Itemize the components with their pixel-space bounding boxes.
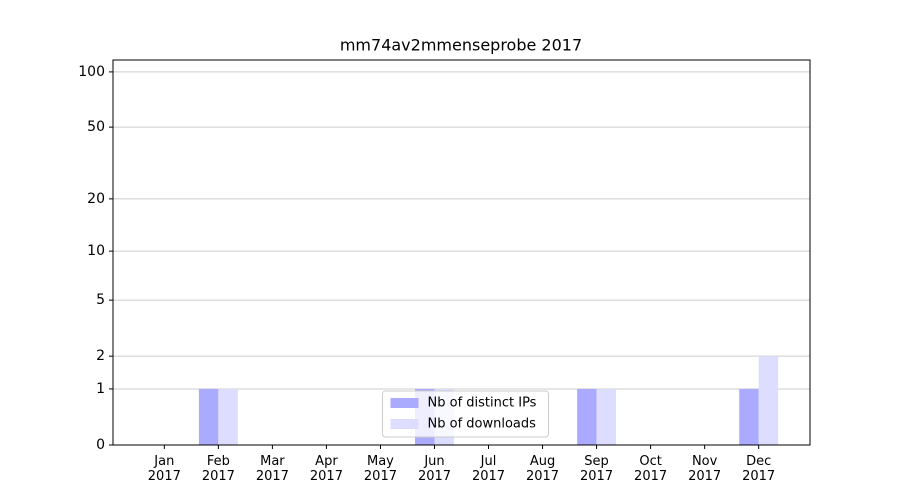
x-tick-label: Mar 2017 (255, 454, 289, 484)
x-tick-label: Apr 2017 (309, 454, 343, 484)
x-tick-label: Sep 2017 (580, 454, 614, 484)
y-tick-label: 20 (87, 191, 105, 207)
bar (577, 388, 597, 445)
bar (739, 388, 759, 445)
x-tick-label: Oct 2017 (634, 454, 668, 484)
x-tick-label: Jun 2017 (417, 454, 452, 484)
legend-swatch (390, 398, 419, 408)
legend-label: Nb of downloads (428, 417, 537, 432)
plot-frame (112, 59, 811, 446)
x-tick-label: Aug 2017 (525, 454, 560, 484)
legend-frame (382, 390, 549, 438)
y-tick-label: 2 (96, 348, 105, 364)
x-tick-label: Jul 2017 (471, 454, 506, 484)
bar (758, 356, 779, 445)
y-tick-label: 0 (96, 437, 105, 453)
x-tick-label: Feb 2017 (201, 454, 235, 484)
bar (218, 388, 238, 445)
y-tick-label: 50 (87, 119, 105, 135)
x-tick-label: May 2017 (363, 454, 397, 484)
y-tick-label: 10 (87, 243, 105, 259)
bar (198, 388, 219, 445)
chart-title: mm74av2mmenseprobe 2017 (340, 36, 582, 55)
bar (596, 388, 617, 445)
y-tick-label: 5 (96, 292, 105, 308)
x-tick-label: Jan 2017 (147, 454, 181, 484)
y-tick-label: 100 (78, 64, 105, 80)
x-tick-label: Dec 2017 (742, 454, 776, 484)
y-tick-label: 1 (96, 381, 105, 397)
x-tick-label: Nov 2017 (688, 454, 722, 484)
legend: Nb of distinct IPs Nb of downloads (382, 390, 549, 438)
legend-swatch (390, 419, 419, 429)
legend-label: Nb of distinct IPs (428, 396, 537, 411)
